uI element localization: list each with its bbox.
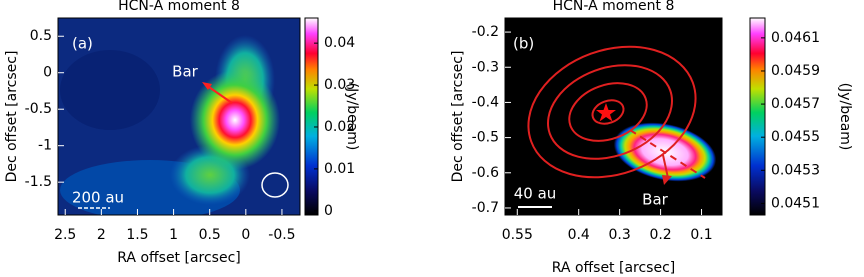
- colorbar-label: (Jy/beam): [837, 83, 853, 151]
- chart-title: HCN-A moment 8: [553, 0, 675, 14]
- image-a: [58, 18, 300, 215]
- annotation: (b): [513, 35, 534, 53]
- colorbar-tick-label: 0.0459: [771, 63, 820, 79]
- y-tick-label: 0: [43, 65, 52, 81]
- y-tick-label: -0.5: [472, 130, 499, 146]
- colorbar-tick-label: 0.04: [324, 35, 355, 51]
- colorbar-tick-label: 0.01: [324, 161, 355, 177]
- colorbar: [304, 17, 319, 216]
- colorbar-tick-label: 0.0453: [771, 162, 820, 178]
- colorbar-tick-label: 0.0461: [771, 30, 820, 46]
- annotation: 40 au: [514, 185, 557, 203]
- image-b: [505, 18, 722, 215]
- y-tick-label: -0.3: [472, 59, 499, 75]
- chart-title: HCN-A moment 8: [118, 0, 240, 14]
- y-tick-label: -0.7: [472, 200, 499, 216]
- y-tick-label: -0.5: [25, 101, 52, 117]
- colorbar: [749, 17, 766, 216]
- x-tick-label: 0.1: [690, 227, 712, 243]
- x-tick-label: 0.5: [199, 227, 221, 243]
- x-tick-label: -0.5: [268, 227, 295, 243]
- annotation: 200 au: [72, 189, 124, 207]
- y-tick-label: -1.5: [25, 174, 52, 190]
- colorbar-label: (Jy/beam): [344, 83, 360, 151]
- x-tick-label: 1.5: [126, 227, 148, 243]
- x-tick-label: 0: [241, 227, 250, 243]
- plot-frame: [504, 17, 723, 216]
- colorbar-tick-label: 0.0451: [771, 195, 820, 211]
- x-tick-label: 2: [97, 227, 106, 243]
- colorbar-tick-label: 0: [324, 203, 333, 219]
- y-tick-label: -1: [38, 138, 52, 154]
- annotation: Bar: [642, 191, 668, 209]
- x-tick-label: 2.5: [54, 227, 76, 243]
- colorbar-tick-label: 0.02: [324, 119, 355, 135]
- y-tick-label: -0.4: [472, 94, 499, 110]
- y-tick-label: -0.6: [472, 165, 499, 181]
- x-axis-label: RA offset [arcsec]: [117, 250, 241, 266]
- x-axis-label: RA offset [arcsec]: [552, 260, 676, 276]
- colorbar-tick-label: 0.0457: [771, 96, 820, 112]
- x-tick-label: 0.55: [502, 227, 533, 243]
- y-axis-label: Dec offset [arcsec]: [4, 51, 20, 183]
- x-tick-label: 0.3: [609, 227, 631, 243]
- annotation: Bar: [172, 63, 198, 81]
- x-tick-label: 0.4: [568, 227, 590, 243]
- x-tick-label: 1: [169, 227, 178, 243]
- y-axis-label: Dec offset [arcsec]: [450, 51, 466, 183]
- colorbar-tick-label: 0.0455: [771, 129, 820, 145]
- plot-frame: [57, 17, 301, 216]
- colorbar-tick-label: 0.03: [324, 77, 355, 93]
- y-tick-label: -0.2: [472, 24, 499, 40]
- y-tick-label: 0.5: [30, 28, 52, 44]
- x-tick-label: 0.2: [649, 227, 671, 243]
- annotation: (a): [72, 35, 93, 53]
